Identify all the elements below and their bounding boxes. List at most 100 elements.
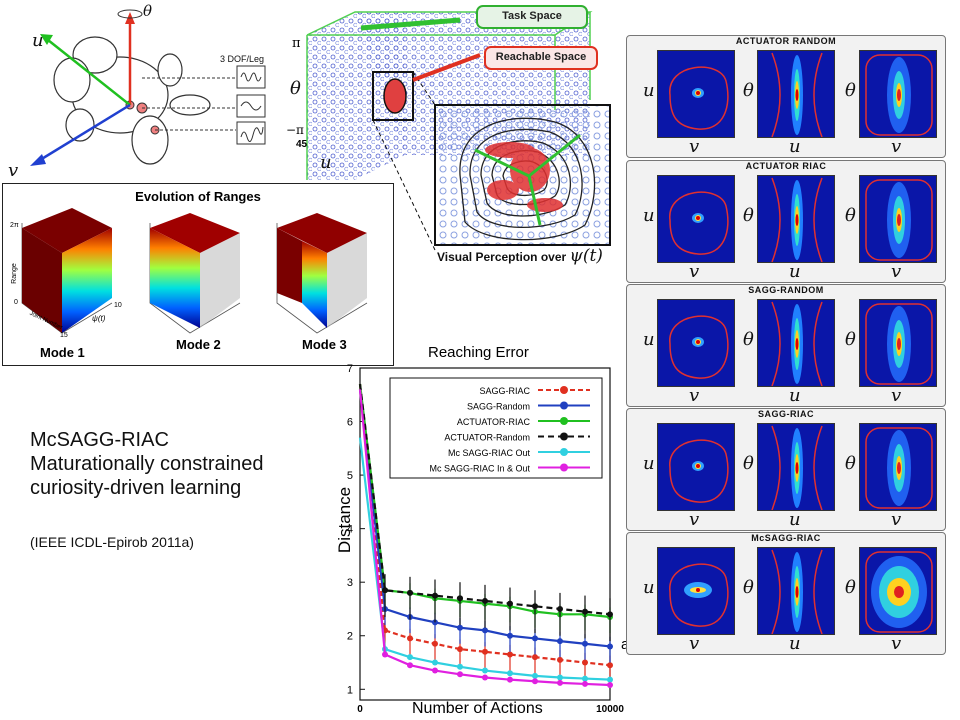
y-tick-label: 4 (347, 524, 353, 536)
data-point (457, 663, 463, 670)
heatmap-plot (657, 423, 735, 511)
heatmap-panel-title: SAGG-RANDOM (748, 285, 824, 295)
cube-tick-45: 45 (296, 139, 308, 150)
data-point (407, 662, 413, 669)
data-point (407, 635, 413, 642)
data-point (507, 651, 513, 658)
y-tick-label: 6 (347, 417, 353, 429)
series-line (358, 383, 611, 616)
heatmap-x-label: u (789, 261, 801, 282)
reachable-space-callout: Reachable Space (495, 51, 587, 63)
heatmap-x-label: v (689, 261, 700, 282)
heatmap-x-label: v (689, 509, 700, 530)
heatmap-x-label: u (789, 633, 801, 654)
data-point (582, 608, 588, 615)
heatmap-y-label: θ (845, 329, 856, 350)
heatmap-plot (757, 547, 835, 635)
heatmap-x-label: v (891, 261, 902, 282)
data-point (432, 667, 438, 674)
heatmap-plot (657, 299, 735, 387)
cube-axis-pi: π (292, 36, 301, 51)
legend-marker (560, 463, 568, 472)
data-point (432, 619, 438, 626)
data-point (407, 654, 413, 661)
description-block: McSAGG-RIAC Maturationally constrained c… (30, 428, 320, 550)
visual-perception-label: Visual Perception over ψ(t) (437, 246, 603, 266)
heatmap-x-label: u (789, 509, 801, 530)
heatmap-panel-title: SAGG-RIAC (758, 409, 814, 419)
heatmap-y-label: θ (743, 453, 754, 474)
legend-marker (560, 401, 568, 410)
heatmap-x-label: v (689, 633, 700, 654)
heatmap-plot (657, 547, 735, 635)
y-tick-label: 1 (347, 684, 353, 696)
data-point (482, 627, 488, 634)
heatmap-plot (757, 299, 835, 387)
data-point (457, 646, 463, 653)
legend-marker (560, 386, 568, 394)
chart-title: Reaching Error (428, 344, 529, 361)
legend-label: SAGG-Random (467, 402, 530, 412)
heatmap-panel: SAGG-RANDOM u v θ u θ v (626, 284, 946, 407)
y-tick-label: 5 (347, 470, 353, 482)
cube-axis-theta: θ (290, 78, 301, 99)
task-space-cube (306, 5, 611, 251)
heatmap-plot (757, 175, 835, 263)
data-point (432, 640, 438, 647)
data-point (607, 682, 613, 689)
heatmap-panel-title: ACTUATOR RIAC (745, 161, 827, 171)
data-point (557, 605, 563, 612)
ranges-title: Evolution of Ranges (135, 189, 261, 204)
heatmap-panel: SAGG-RIAC u v θ u θ v (626, 408, 946, 531)
data-point (582, 675, 588, 682)
heatmap-x-label: u (789, 136, 801, 157)
heatmap-y-label: u (643, 329, 655, 350)
legend-label: Mc SAGG-RIAC Out (448, 448, 531, 458)
robot-v-label: v (8, 160, 19, 181)
data-point (457, 671, 463, 678)
heatmap-x-label: v (891, 633, 902, 654)
heatmap-panel: ACTUATOR RIAC u v θ u θ v (626, 160, 946, 283)
visual-perception-text: Visual Perception over (437, 250, 567, 264)
heatmap-plot (757, 423, 835, 511)
citation: (IEEE ICDL-Epirob 2011a) (30, 534, 194, 550)
mode-3-label: Mode 3 (302, 337, 347, 352)
heatmap-y-label: θ (743, 205, 754, 226)
data-point (407, 589, 413, 596)
data-point (382, 587, 388, 594)
y-tick-label: 3 (347, 577, 353, 589)
heatmap-y-label: θ (845, 577, 856, 598)
heatmap-y-label: θ (845, 80, 856, 101)
range-top-label: 2π (10, 222, 19, 229)
heatmap-y-label: u (643, 80, 655, 101)
heatmap-x-label: v (891, 385, 902, 406)
heatmap-plot (859, 423, 937, 511)
y-tick-label: 7 (347, 363, 353, 375)
data-point (582, 640, 588, 647)
data-point (582, 659, 588, 666)
data-point (432, 592, 438, 599)
heatmap-plot (859, 50, 937, 138)
joint-end-label: 15 (60, 332, 68, 339)
legend-marker (560, 448, 568, 456)
range-bottom-label: 0 (14, 299, 18, 306)
ranges-surfaces (21, 208, 368, 334)
heatmap-plot (859, 547, 937, 635)
data-point (482, 597, 488, 604)
legend-label: Mc SAGG-RIAC In & Out (429, 464, 530, 474)
legend-box (389, 377, 603, 479)
x-tick-label: 10000 (596, 704, 624, 715)
data-point (607, 676, 613, 683)
cube-axis-u: u (320, 152, 332, 173)
legend-marker (560, 432, 568, 441)
legend-label: SAGG-RIAC (479, 386, 530, 396)
heatmap-plot (657, 50, 735, 138)
heatmap-panel-title: ACTUATOR RANDOM (735, 36, 837, 46)
cube-axis-neg-pi: −π (286, 123, 304, 137)
method-desc-1: Maturationally constrained (30, 453, 264, 475)
mode-2-label: Mode 2 (176, 337, 221, 352)
data-point (507, 632, 513, 639)
heatmap-panel: McSAGG-RIAC u v θ u θ v (626, 532, 946, 655)
heatmap-y-label: θ (845, 205, 856, 226)
method-name: McSAGG-RIAC (30, 429, 169, 451)
